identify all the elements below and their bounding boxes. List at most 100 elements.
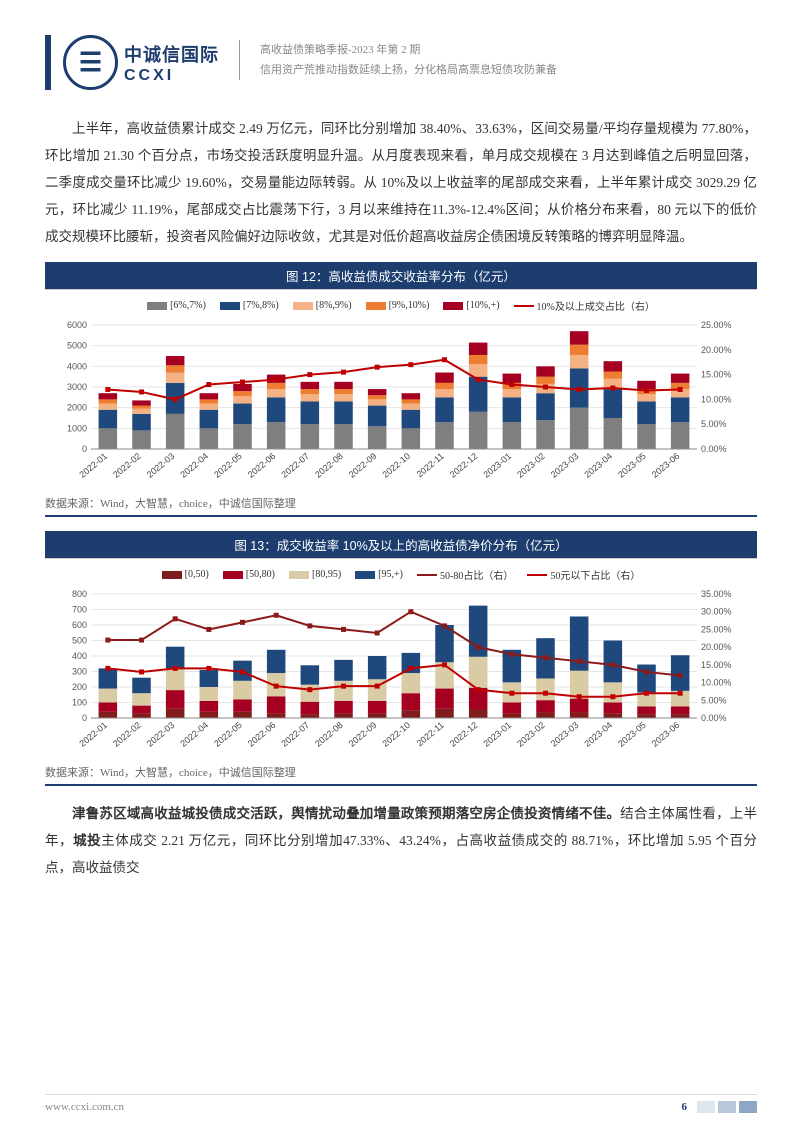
svg-text:2023-02: 2023-02 — [515, 451, 547, 480]
legend-swatch — [366, 302, 386, 310]
svg-text:0.00%: 0.00% — [701, 713, 727, 723]
legend-item: [9%,10%) — [366, 298, 430, 313]
svg-text:700: 700 — [72, 605, 87, 615]
svg-text:10.00%: 10.00% — [701, 394, 732, 404]
svg-text:2022-12: 2022-12 — [448, 451, 480, 480]
logo-text: 中诚信国际 CCXI — [124, 41, 219, 85]
paragraph-1: 上半年，高收益债累计成交 2.49 万亿元，同环比分别增加 38.40%、33.… — [45, 115, 757, 250]
svg-text:2022-09: 2022-09 — [347, 720, 379, 749]
legend-item: [95,+) — [355, 567, 403, 582]
legend-label: [7%,8%) — [243, 300, 279, 311]
legend-swatch — [443, 302, 463, 310]
legend-label: 50元以下占比（右） — [550, 567, 640, 582]
svg-text:2022-02: 2022-02 — [111, 720, 143, 749]
svg-text:2022-08: 2022-08 — [313, 451, 345, 480]
footer: www.ccxi.com.cn 6 — [45, 1094, 757, 1113]
legend-item: [8%,9%) — [293, 298, 352, 313]
fbar1 — [697, 1101, 715, 1113]
svg-text:600: 600 — [72, 620, 87, 630]
svg-text:300: 300 — [72, 667, 87, 677]
legend-label: [6%,7%) — [170, 300, 206, 311]
brand-cn: 中诚信国际 — [124, 41, 219, 67]
legend-swatch — [220, 302, 240, 310]
legend-item: [80,95) — [289, 567, 341, 582]
sub-line1: 高收益债策略季报-2023 年第 2 期 — [260, 41, 557, 57]
svg-text:0.00%: 0.00% — [701, 444, 727, 454]
p2-city: 城投 — [73, 833, 101, 848]
svg-text:2023-03: 2023-03 — [549, 451, 581, 480]
header-divider — [239, 40, 240, 80]
legend-swatch — [147, 302, 167, 310]
legend-label: 50-80占比（右） — [440, 567, 513, 582]
legend-label: [0,50) — [185, 569, 209, 580]
chart12: 图 12：高收益债成交收益率分布（亿元） [6%,7%)[7%,8%)[8%,9… — [45, 262, 757, 517]
svg-text:30.00%: 30.00% — [701, 607, 732, 617]
chart12-canvas: [6%,7%)[7%,8%)[8%,9%)[9%,10%)[10%,+)10%及… — [45, 289, 757, 491]
svg-text:500: 500 — [72, 636, 87, 646]
sub-line2: 信用资产荒推动指数延续上扬，分化格局高票息短债攻防兼备 — [260, 61, 557, 77]
svg-text:5000: 5000 — [67, 341, 87, 351]
svg-text:2022-11: 2022-11 — [415, 720, 446, 748]
svg-text:0: 0 — [82, 713, 87, 723]
legend-item: 50-80占比（右） — [417, 567, 513, 582]
fbar2 — [718, 1101, 736, 1113]
logo: ☰ 中诚信国际 CCXI — [63, 35, 219, 90]
svg-text:400: 400 — [72, 651, 87, 661]
chart13-title: 图 13：成交收益率 10%及以上的高收益债净价分布（亿元） — [45, 531, 757, 558]
chart13-source: 数据来源：Wind，大智慧，choice，中诚信国际整理 — [45, 760, 757, 786]
svg-text:2022-10: 2022-10 — [380, 451, 412, 480]
svg-text:2022-10: 2022-10 — [380, 720, 412, 749]
svg-text:2022-01: 2022-01 — [77, 451, 109, 480]
svg-text:2023-02: 2023-02 — [515, 720, 547, 749]
legend-item: 10%及以上成交占比（右） — [514, 298, 655, 313]
header: ☰ 中诚信国际 CCXI 高收益债策略季报-2023 年第 2 期 信用资产荒推… — [45, 35, 757, 90]
footer-url: www.ccxi.com.cn — [45, 1101, 124, 1113]
svg-text:2023-04: 2023-04 — [582, 720, 614, 749]
legend-swatch — [223, 571, 243, 579]
svg-text:2023-06: 2023-06 — [650, 451, 682, 480]
svg-text:2023-01: 2023-01 — [481, 720, 513, 749]
legend-swatch — [355, 571, 375, 579]
svg-text:2022-07: 2022-07 — [279, 720, 311, 749]
svg-text:2022-06: 2022-06 — [246, 720, 278, 749]
header-subtitle: 高收益债策略季报-2023 年第 2 期 信用资产荒推动指数延续上扬，分化格局高… — [260, 35, 557, 77]
header-leftbar — [45, 35, 51, 90]
svg-text:5.00%: 5.00% — [701, 695, 727, 705]
svg-text:2023-01: 2023-01 — [481, 451, 513, 480]
svg-text:2022-02: 2022-02 — [111, 451, 143, 480]
svg-text:2022-09: 2022-09 — [347, 451, 379, 480]
svg-text:2022-06: 2022-06 — [246, 451, 278, 480]
svg-text:2023-04: 2023-04 — [582, 451, 614, 480]
svg-text:2022-12: 2022-12 — [448, 720, 480, 749]
paragraph-2: 津鲁苏区域高收益城投债成交活跃，舆情扰动叠加增量政策预期落空房企债投资情绪不佳。… — [45, 800, 757, 881]
svg-text:2022-05: 2022-05 — [212, 451, 244, 480]
chart12-svg: 01000200030004000500060000.00%5.00%10.00… — [49, 319, 749, 489]
svg-text:25.00%: 25.00% — [701, 624, 732, 634]
page: ☰ 中诚信国际 CCXI 高收益债策略季报-2023 年第 2 期 信用资产荒推… — [0, 0, 802, 1133]
svg-text:2022-07: 2022-07 — [279, 451, 311, 480]
legend-swatch — [514, 305, 534, 307]
svg-text:2022-03: 2022-03 — [145, 720, 177, 749]
legend-item: [50,80) — [223, 567, 275, 582]
svg-text:10.00%: 10.00% — [701, 678, 732, 688]
svg-text:5.00%: 5.00% — [701, 419, 727, 429]
svg-text:25.00%: 25.00% — [701, 320, 732, 330]
svg-text:15.00%: 15.00% — [701, 370, 732, 380]
svg-text:2022-11: 2022-11 — [415, 451, 446, 479]
svg-text:0: 0 — [82, 444, 87, 454]
legend-item: [0,50) — [162, 567, 209, 582]
logo-icon: ☰ — [63, 35, 118, 90]
page-number: 6 — [682, 1101, 688, 1113]
legend-label: [95,+) — [378, 569, 403, 580]
svg-text:1000: 1000 — [67, 423, 87, 433]
chart13-legend: [0,50) [50,80) [80,95) [95,+) 50-80占比（右） 50元以… — [49, 567, 753, 582]
legend-swatch — [289, 571, 309, 579]
brand-en: CCXI — [124, 67, 219, 85]
svg-text:2022-01: 2022-01 — [77, 720, 109, 749]
chart13-svg: 01002003004005006007008000.00%5.00%10.00… — [49, 588, 749, 758]
legend-label: [50,80) — [246, 569, 275, 580]
svg-text:20.00%: 20.00% — [701, 642, 732, 652]
svg-text:2023-05: 2023-05 — [616, 451, 648, 480]
svg-text:2023-03: 2023-03 — [549, 720, 581, 749]
svg-text:800: 800 — [72, 589, 87, 599]
